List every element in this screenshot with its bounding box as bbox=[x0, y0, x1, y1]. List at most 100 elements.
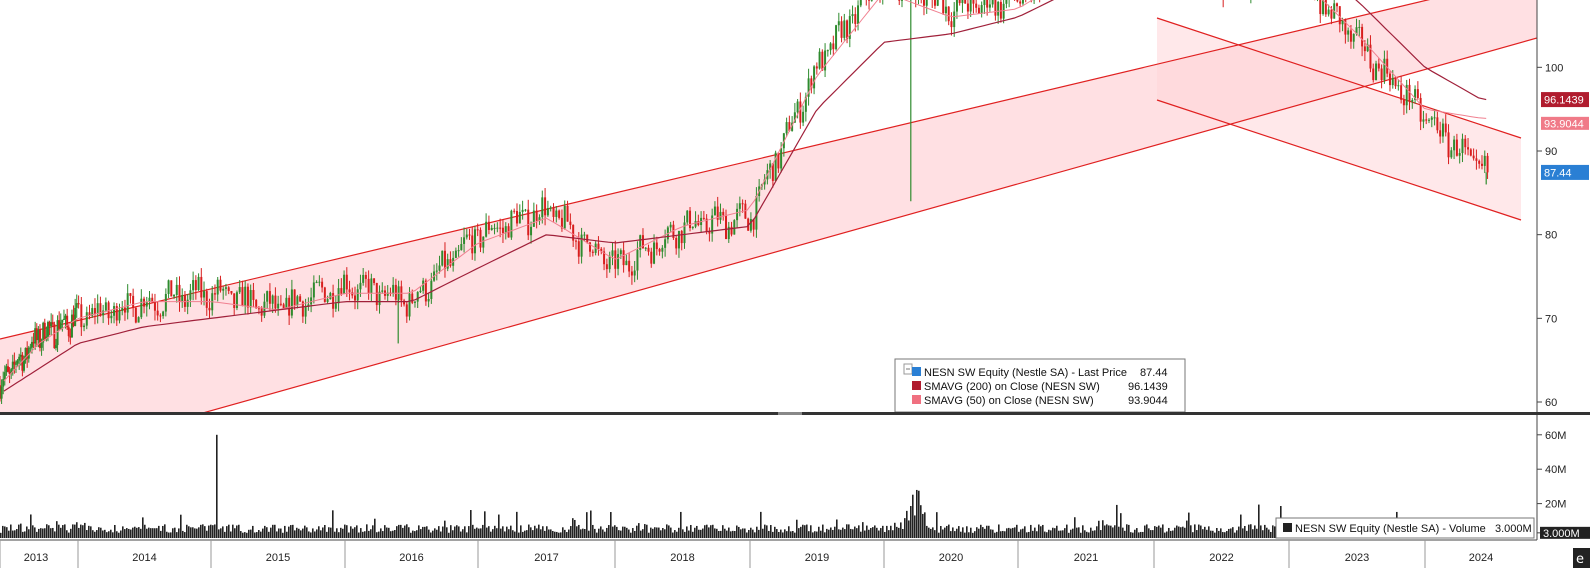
volume-bar bbox=[1126, 524, 1128, 538]
price-candle bbox=[70, 309, 73, 338]
volume-bar bbox=[142, 517, 144, 538]
volume-bar bbox=[112, 532, 114, 538]
price-candle bbox=[504, 222, 507, 240]
volume-bar bbox=[472, 524, 474, 538]
volume-bar bbox=[822, 524, 824, 538]
volume-bar bbox=[722, 525, 724, 538]
volume-bar bbox=[840, 529, 842, 538]
volume-bar bbox=[100, 527, 102, 538]
price-candle bbox=[1333, 0, 1336, 19]
volume-bar bbox=[492, 529, 494, 538]
volume-bar bbox=[450, 525, 452, 538]
volume-bar bbox=[1180, 527, 1182, 538]
volume-bar bbox=[894, 522, 896, 538]
expand-icon[interactable]: e bbox=[1573, 548, 1590, 568]
volume-bar bbox=[406, 524, 408, 538]
volume-bar bbox=[312, 528, 314, 538]
volume-bar bbox=[1080, 532, 1082, 538]
price-candle bbox=[200, 268, 203, 305]
price-candle bbox=[802, 105, 805, 127]
price-candle bbox=[719, 203, 722, 224]
volume-bar bbox=[670, 527, 672, 538]
volume-bar bbox=[626, 527, 628, 538]
price-candle bbox=[62, 309, 65, 320]
volume-bar bbox=[1160, 527, 1162, 538]
volume-bar bbox=[748, 529, 750, 538]
price-candle bbox=[323, 286, 326, 303]
price-candle bbox=[541, 190, 544, 224]
volume-bar bbox=[618, 530, 620, 538]
volume-bar bbox=[1054, 528, 1056, 538]
volume-bar bbox=[362, 531, 364, 538]
volume-bar bbox=[144, 524, 146, 538]
volume-bar bbox=[124, 529, 126, 538]
price-candle bbox=[846, 19, 849, 44]
volume-bar bbox=[338, 532, 340, 538]
price-candle bbox=[173, 294, 176, 299]
sma50-swatch bbox=[912, 395, 921, 404]
volume-bar bbox=[302, 528, 304, 538]
price-candle bbox=[653, 234, 656, 265]
volume-bar bbox=[16, 529, 18, 538]
price-candle bbox=[235, 290, 238, 311]
price-candle bbox=[1014, 0, 1016, 1]
price-candle bbox=[137, 316, 140, 323]
price-candle bbox=[3, 365, 6, 386]
volume-bar bbox=[1234, 532, 1236, 538]
volume-bar bbox=[366, 524, 368, 538]
price-candle bbox=[473, 226, 476, 261]
price-candle bbox=[471, 226, 474, 260]
price-candle bbox=[608, 251, 611, 273]
price-candle bbox=[499, 218, 502, 238]
volume-bar bbox=[200, 524, 202, 538]
volume-bar bbox=[386, 527, 388, 538]
volume-bar bbox=[778, 531, 780, 538]
volume-bar bbox=[1076, 527, 1078, 538]
volume-bar bbox=[378, 531, 380, 538]
volume-bar bbox=[1016, 524, 1018, 538]
price-candle bbox=[299, 294, 302, 303]
volume-bar bbox=[828, 529, 830, 538]
price-legend: NESN SW Equity (Nestle SA) - Last Price … bbox=[894, 358, 1186, 413]
volume-bar bbox=[1224, 532, 1226, 538]
price-candle bbox=[56, 315, 59, 352]
volume-bar bbox=[960, 531, 962, 538]
volume-bar bbox=[818, 526, 820, 538]
volume-bar bbox=[1028, 531, 1030, 538]
volume-bar bbox=[198, 527, 200, 538]
price-candle bbox=[1025, 0, 1027, 3]
volume-bar bbox=[48, 525, 50, 538]
price-candle bbox=[403, 298, 406, 307]
volume-bar bbox=[1108, 525, 1110, 538]
volume-bar bbox=[940, 526, 942, 538]
volume-bar bbox=[634, 530, 636, 538]
price-candle bbox=[167, 279, 170, 299]
volume-bar bbox=[1216, 528, 1218, 538]
panel-resize-handle[interactable] bbox=[778, 412, 802, 415]
volume-bar bbox=[226, 526, 228, 538]
volume-bar bbox=[120, 530, 122, 538]
price-candle bbox=[205, 288, 208, 316]
volume-bar bbox=[976, 527, 978, 538]
price-candle bbox=[99, 296, 102, 317]
volume-axis: 60M 40M 20M 3.000M bbox=[1537, 430, 1590, 540]
volume-bar bbox=[168, 532, 170, 538]
volume-bar bbox=[576, 526, 578, 538]
volume-bar bbox=[702, 528, 704, 538]
price-candle bbox=[1464, 135, 1467, 155]
price-candle bbox=[829, 42, 832, 55]
volume-bar bbox=[494, 525, 496, 538]
volume-bar bbox=[704, 525, 706, 538]
price-candle bbox=[457, 245, 460, 257]
volume-bar bbox=[336, 528, 338, 538]
volume-bar bbox=[756, 526, 758, 538]
price-candle bbox=[80, 297, 83, 336]
svg-text:87.44: 87.44 bbox=[1544, 167, 1572, 179]
price-candle bbox=[318, 275, 321, 287]
price-candle bbox=[625, 254, 628, 266]
volume-bar bbox=[882, 525, 884, 538]
volume-bar bbox=[210, 524, 212, 538]
volume-bar bbox=[182, 530, 184, 538]
price-candle bbox=[249, 284, 252, 314]
price-candle bbox=[463, 227, 466, 253]
